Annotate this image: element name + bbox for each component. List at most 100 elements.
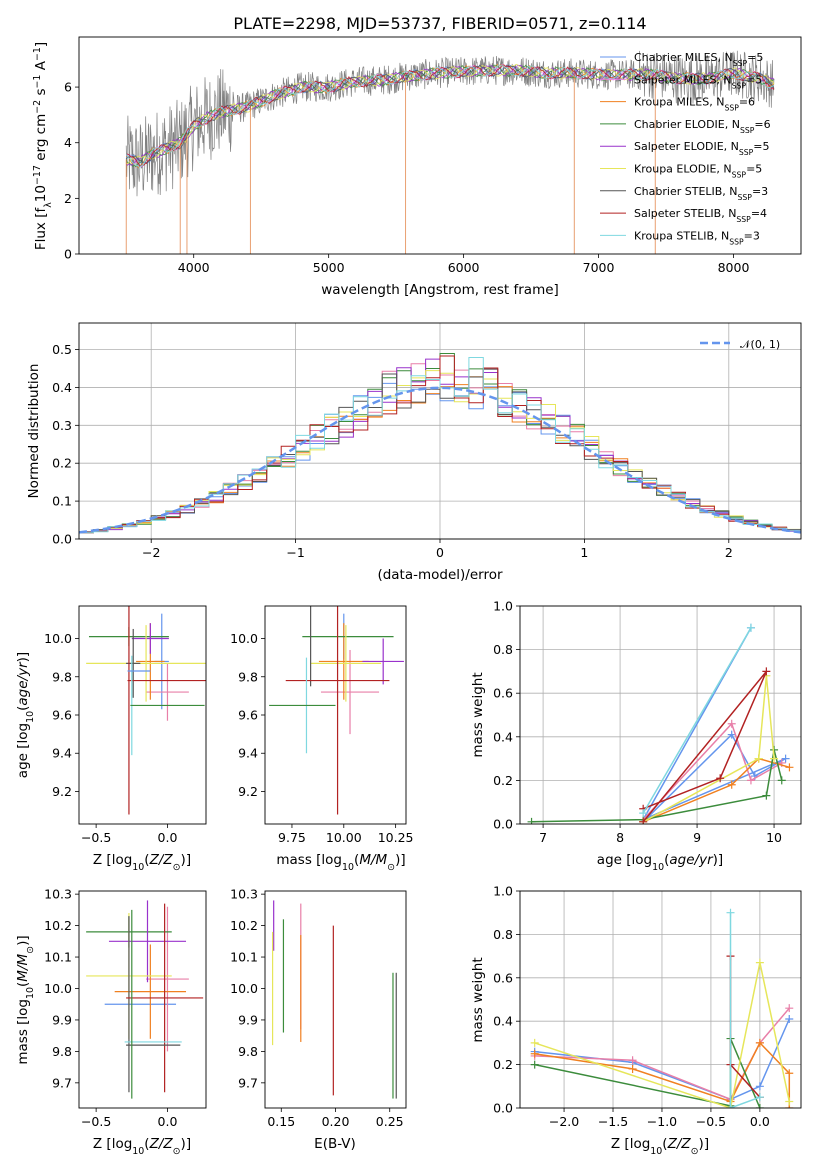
x-tick-label: 0.0 [158,1114,178,1129]
y-tick-label: 10.3 [230,887,258,902]
weight-marker [785,1097,794,1106]
x-axis-label: E(B-V) [314,1136,356,1152]
y-tick-label: 9.8 [238,669,258,684]
y-tick-label: 10.0 [230,981,258,996]
y-axis-label: mass weight [470,672,486,757]
legend-entry: Chabrier MILES, NSSP=5 [634,51,763,68]
x-tick-label: 1 [580,545,588,560]
y-tick-label: 0.8 [493,927,513,942]
weight-marker [785,1004,794,1013]
axes-age-vs-Z: −0.5 0.0 9.2 9.4 9.6 9.8 10.0 [44,631,177,845]
x-axis-label: age [log10(age/yr)] [597,852,723,873]
weight-plot [527,623,794,824]
errorbar-point [146,906,189,1052]
weight-marker [755,1082,764,1091]
y-tick-label: 9.2 [52,784,72,799]
errorbar-plot [271,900,397,1099]
errorbar-plot [86,606,206,815]
y-tick-label: 0.6 [493,686,513,701]
weight-marker [755,1104,764,1108]
x-tick-label: −0.5 [81,830,111,845]
errorbar-point [114,944,187,1039]
y-tick-label: 9.4 [238,746,258,761]
axes-spectrum: 4000 5000 6000 7000 8000 0 2 4 6 [64,80,749,275]
y-tick-label: 10.0 [44,981,72,996]
x-tick-label: 7 [539,830,547,845]
weight-marker [530,1038,539,1047]
x-axis-label: Z [log10(Z/Z⊙)] [93,1136,191,1157]
weight-marker [746,776,755,785]
y-tick-label: 10.2 [44,918,72,933]
legend-entry: 𝒩(0, 1) [740,338,780,351]
weight-marker [628,1056,637,1065]
x-tick-label: −1 [286,545,304,560]
weight-marker [727,719,736,728]
weight-marker [628,1064,637,1073]
y-tick-label: 9.9 [238,1012,258,1027]
axes-frame [519,890,802,1109]
errorbar-point [362,638,404,685]
errorbar-point [285,606,390,815]
weight-marker [530,1060,539,1069]
y-tick-label: 0.0 [493,817,513,832]
y-tick-label: 0.4 [493,729,513,744]
weight-marker [762,667,771,676]
y-tick-label: 2 [64,191,72,206]
y-tick-label: 0.5 [52,342,72,357]
y-tick-label: 10.0 [44,631,72,646]
errorbar-point [126,903,204,1093]
weight-line [642,675,775,823]
axes-mass-vs-Z: −0.5 0.0 9.7 9.8 9.9 10.0 10.1 10.2 10.3 [44,887,177,1129]
x-tick-label: −0.5 [696,1114,726,1129]
errorbar-plot [86,900,204,1099]
y-tick-label: 10.2 [230,918,258,933]
y-tick-label: 0.4 [52,380,72,395]
weight-marker [727,730,736,739]
x-tick-label: 8000 [718,260,750,275]
weight-marker [755,1093,764,1102]
legend-entry: Chabrier STELIB, NSSP=3 [634,185,768,202]
axes-mass-vs-ebv: 0.15 0.20 0.25 9.7 9.8 9.9 10.0 10.1 10.2 10.3 [230,887,403,1129]
y-tick-label: 9.6 [238,708,258,723]
legend-entry: Kroupa ELODIE, NSSP=5 [634,163,762,180]
spectrum-plot [125,50,775,254]
x-tick-label: 6000 [448,260,480,275]
errorbar-point [310,625,382,702]
histogram-plot [79,353,801,535]
y-tick-label: 0.2 [52,456,72,471]
y-tick-label: 0.2 [493,1057,513,1072]
x-tick-label: −1.0 [647,1114,677,1129]
weight-marker [726,1104,735,1108]
y-tick-label: 9.9 [52,1012,72,1027]
y-tick-label: 9.7 [52,1075,72,1090]
y-tick-label: 0.1 [52,494,72,509]
weight-marker [770,754,779,763]
axes-frame [264,890,407,1109]
weight-marker [777,776,786,785]
weight-marker [639,817,648,824]
weight-marker [762,791,771,800]
axes-frame [78,36,802,255]
legend-entry: Chabrier ELODIE, NSSP=6 [634,118,771,134]
x-tick-label: 10 [766,830,782,845]
errorbar-point [108,900,187,983]
weight-marker [727,780,736,789]
errorbar-point [126,628,141,698]
y-tick-label: 9.6 [52,708,72,723]
x-axis-label: Z [log10(Z/Z⊙)] [611,1136,709,1157]
y-tick-label: 0 [64,247,72,262]
legend-entry: Salpeter MILES, NSSP=5 [634,73,762,90]
axes-weight-vs-age: 7 8 9 10 0.0 0.2 0.4 0.6 0.8 1.0 [493,599,801,845]
y-tick-label: 0.2 [493,773,513,788]
weight-line [729,912,761,1108]
x-axis-label: wavelength [Angstrom, rest frame] [321,282,559,298]
axes-weight-vs-Z: −2.0 −1.5 −1.0 −0.5 0.0 0.0 0.2 0.4 0.6 0.8 1.0 [493,884,801,1129]
y-axis-label: mass [log10(M/M⊙)] [15,935,36,1064]
weight-marker [639,809,648,818]
x-tick-label: −1.5 [598,1114,628,1129]
x-axis-label: mass [log10(M/M⊙)] [276,852,405,873]
y-axis-label: age [log10(age/yr)] [15,652,36,778]
axes-frame [78,890,207,1109]
x-tick-label: 7000 [583,260,615,275]
weight-marker [781,754,790,763]
